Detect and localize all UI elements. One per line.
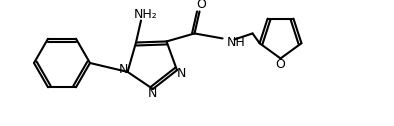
Text: N: N: [176, 67, 186, 80]
Text: O: O: [197, 0, 206, 11]
Text: O: O: [275, 58, 286, 71]
Text: N: N: [148, 87, 158, 100]
Text: NH₂: NH₂: [134, 8, 158, 21]
Text: N: N: [119, 63, 128, 76]
Text: NH: NH: [227, 36, 245, 49]
